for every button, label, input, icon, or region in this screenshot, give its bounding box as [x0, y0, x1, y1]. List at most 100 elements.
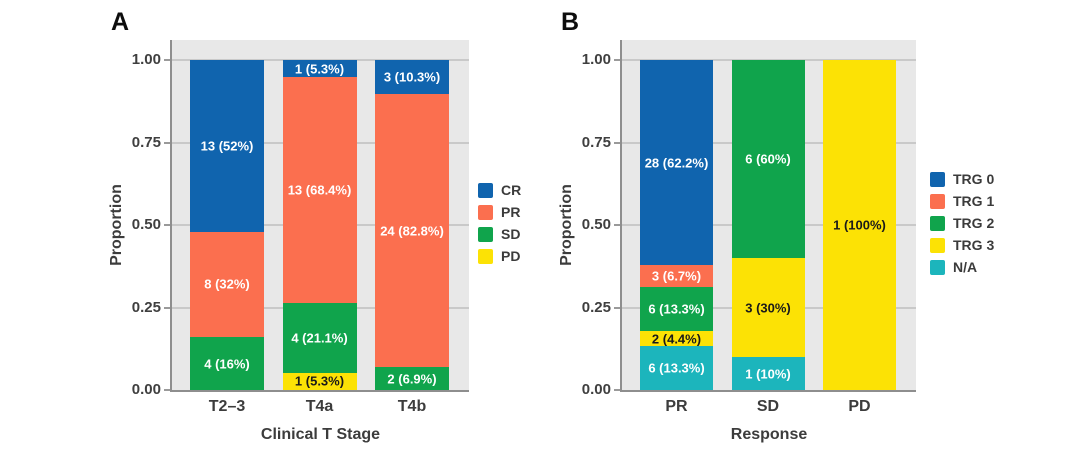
legend-item-SD: SD — [478, 227, 521, 242]
panel-b-y-axis-title: Proportion — [558, 184, 575, 266]
legend-label: TRG 1 — [953, 193, 995, 209]
segment-value-label: 1 (5.3%) — [294, 373, 345, 389]
segment-value-label: 13 (68.4%) — [287, 182, 352, 198]
segment-value-label: 6 (13.3%) — [648, 360, 705, 376]
segment-value-label: 4 (16%) — [204, 356, 250, 372]
y-tick-mark — [164, 224, 170, 226]
panel-a-plot-area: 4 (16%) 8 (32%) 13 (52%) 1 (5.3%) 4 (21.1%) 1… — [172, 40, 469, 390]
bar-T4b: 2 (6.9%) 24 (82.8%) 3 (10.3%) — [375, 60, 449, 390]
legend-swatch-icon — [930, 260, 945, 275]
panel-b-x-tick-labels: PR SD PD — [622, 398, 916, 416]
y-tick-mark — [164, 306, 170, 309]
legend-item-TRG 2: TRG 2 — [930, 216, 994, 231]
panel-a-x-tick-labels: T2–3 T4a T4b — [172, 398, 469, 416]
segment-value-label: 2 (4.4%) — [651, 331, 702, 347]
panel-b-legend: TRG 0 TRG 1 TRG 2 TRG 3 N/A — [930, 172, 994, 282]
y-tick-label: 0.50 — [131, 216, 161, 233]
segment-CR: 3 (10.3%) — [375, 60, 449, 95]
legend-label: TRG 3 — [953, 237, 995, 253]
legend-item-TRG 0: TRG 0 — [930, 172, 994, 187]
segment-PR: 13 (68.4%) — [282, 77, 357, 304]
y-tick-mark — [614, 141, 620, 144]
legend-item-TRG 1: TRG 1 — [930, 194, 994, 209]
legend-item-PR: PR — [478, 205, 521, 220]
legend-swatch-icon — [478, 205, 493, 220]
legend-label: PR — [501, 204, 521, 220]
legend-label: CR — [501, 182, 522, 198]
panel-b-plot-area: 6 (13.3%) 2 (4.4%) 6 (13.3%) 3 (6.7%) 28 (62… — [622, 40, 916, 390]
y-tick-mark — [614, 389, 620, 391]
y-tick-mark — [614, 224, 620, 226]
segment-value-label: 3 (10.3%) — [383, 69, 441, 85]
x-tick-label-T4a: T4a — [305, 398, 334, 415]
segment-value-label: 6 (60%) — [745, 151, 791, 167]
segment-value-label: 13 (52%) — [200, 138, 254, 154]
panel-b-y-axis-line — [620, 40, 622, 392]
y-tick-mark — [164, 59, 170, 61]
panel-b-x-axis-title: Response — [730, 426, 808, 443]
y-tick-label: 1.00 — [131, 51, 161, 68]
panel-a-y-axis-line — [170, 40, 172, 392]
segment-value-label: 3 (30%) — [745, 300, 791, 315]
segment-value-label: 1 (10%) — [745, 366, 791, 381]
panel-b-label: B — [561, 8, 580, 36]
bar-SD: 1 (10%) 3 (30%) 6 (60%) — [731, 60, 805, 390]
segment-value-label: 4 (21.1%) — [291, 330, 348, 346]
x-tick-label-SD: SD — [756, 398, 780, 415]
panel-a-y-axis-title: Proportion — [108, 184, 125, 266]
segment-PR: 8 (32%) — [190, 231, 264, 338]
y-tick-label: 0.00 — [581, 381, 611, 398]
y-tick-label: 1.00 — [581, 51, 611, 68]
bar-PD: 1 (100%) — [823, 60, 896, 390]
panel-b-x-axis-line — [620, 390, 916, 392]
panel-a-x-axis-title: Clinical T Stage — [260, 426, 381, 443]
segment-CR: 1 (5.3%) — [282, 60, 357, 78]
segment-TRG 2: 6 (60%) — [731, 60, 805, 258]
legend-swatch-icon — [478, 249, 493, 264]
segment-value-label: 1 (100%) — [833, 217, 886, 233]
legend-label: TRG 0 — [953, 171, 995, 187]
segment-SD: 2 (6.9%) — [375, 367, 449, 390]
legend-label: N/A — [953, 259, 978, 275]
y-tick-label: 0.75 — [131, 133, 161, 151]
panel-a-label: A — [111, 8, 130, 36]
legend-swatch-icon — [478, 227, 493, 242]
segment-CR: 13 (52%) — [190, 60, 264, 232]
y-tick-label: 0.25 — [131, 298, 161, 316]
bar-T2–3: 4 (16%) 8 (32%) 13 (52%) — [190, 60, 264, 390]
y-tick-mark — [614, 306, 620, 309]
gridline-1.00 — [172, 59, 469, 61]
y-tick-label: 0.75 — [581, 133, 611, 151]
panel-a-legend: CR PR SD PD — [478, 183, 521, 271]
legend-swatch-icon — [930, 216, 945, 231]
bar-PR: 6 (13.3%) 2 (4.4%) 6 (13.3%) 3 (6.7%) 28 (62… — [640, 60, 713, 390]
segment-N/A: 1 (10%) — [731, 357, 805, 390]
segment-TRG 1: 3 (6.7%) — [640, 265, 713, 288]
segment-value-label: 8 (32%) — [204, 276, 250, 292]
panel-a-x-axis-line — [170, 390, 469, 392]
legend-label: PD — [501, 248, 521, 264]
legend-item-CR: CR — [478, 183, 521, 198]
segment-value-label: 3 (6.7%) — [651, 268, 702, 284]
legend-swatch-icon — [930, 194, 945, 209]
segment-value-label: 1 (5.3%) — [294, 61, 345, 77]
y-tick-label: 0.00 — [131, 381, 161, 398]
y-tick-mark — [614, 59, 620, 61]
x-tick-label-PD: PD — [848, 398, 871, 415]
segment-value-label: 28 (62.2%) — [644, 155, 709, 171]
legend-swatch-icon — [478, 183, 493, 198]
segment-value-label: 2 (6.9%) — [387, 371, 437, 387]
panel-a-bars: 4 (16%) 8 (32%) 13 (52%) 1 (5.3%) 4 (21.1%) 1… — [172, 60, 469, 390]
bar-T4a: 1 (5.3%) 4 (21.1%) 13 (68.4%) 1 (5.3%) — [282, 60, 357, 390]
y-tick-label: 0.50 — [581, 216, 611, 233]
segment-PR: 24 (82.8%) — [375, 94, 449, 368]
segment-SD: 4 (16%) — [190, 337, 264, 390]
x-tick-label-PR: PR — [665, 398, 688, 415]
x-tick-label-T2–3: T2–3 — [208, 398, 246, 415]
y-tick-label: 0.25 — [581, 298, 611, 316]
legend-swatch-icon — [930, 238, 945, 253]
segment-value-label: 24 (82.8%) — [380, 223, 444, 239]
legend-label: SD — [501, 226, 521, 242]
segment-TRG 3: 3 (30%) — [731, 258, 805, 357]
